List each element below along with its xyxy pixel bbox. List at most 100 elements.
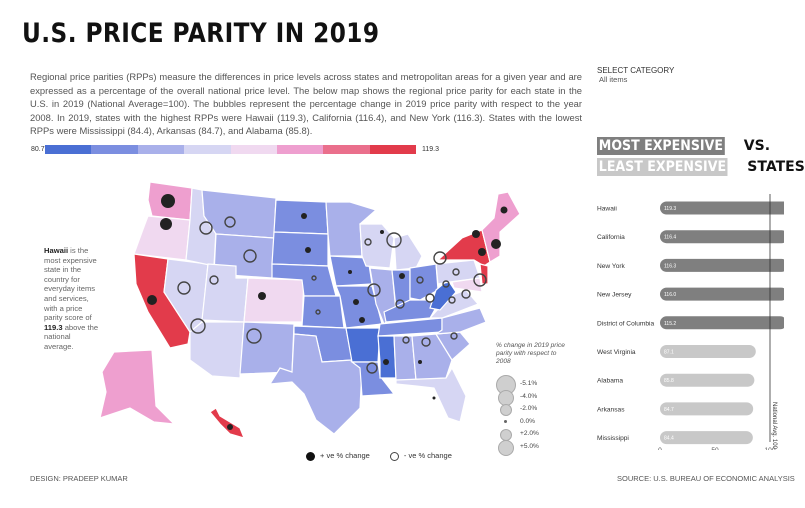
bubble-colorado xyxy=(258,292,266,300)
hawaii-callout-text-a: is the most expensive state in the count… xyxy=(44,246,97,323)
state-texas[interactable] xyxy=(268,333,363,435)
state-arkansas[interactable] xyxy=(345,327,381,363)
state-south-dakota[interactable] xyxy=(271,231,329,267)
state-ohio[interactable] xyxy=(409,263,439,301)
color-legend-swatch xyxy=(276,145,324,154)
bubble-kentucky xyxy=(425,293,435,303)
bubble-sc xyxy=(450,332,458,340)
bubble-georgia xyxy=(421,337,431,347)
color-legend-swatch xyxy=(230,145,277,154)
bubble-indiana xyxy=(395,299,405,309)
state-arizona[interactable] xyxy=(189,321,245,379)
bubble-washington xyxy=(161,194,175,208)
bubble-virginia xyxy=(448,296,456,304)
bubble-nevada xyxy=(177,281,191,295)
ranking-value-label: 85.8 xyxy=(664,378,674,384)
ranking-state-label: Mississippi xyxy=(597,435,629,442)
ranking-state-label: West Virginia xyxy=(597,349,636,356)
footer-source: SOURCE: U.S. BUREAU OF ECONOMIC ANALYSIS xyxy=(617,474,795,483)
intro-paragraph: Regional price parities (RPPs) measure t… xyxy=(30,71,582,137)
bubble-iowa xyxy=(348,270,352,274)
bubble-north-dakota xyxy=(301,213,307,219)
state-michigan[interactable] xyxy=(393,233,423,271)
color-legend-swatch xyxy=(45,145,92,154)
ranking-value-label: 84.7 xyxy=(664,407,674,413)
bubble-legend-item: 0.0% xyxy=(493,416,543,428)
us-map[interactable] xyxy=(90,172,560,437)
category-selector-value[interactable]: All items xyxy=(599,75,628,84)
state-oregon[interactable] xyxy=(133,215,191,261)
ranking-bar xyxy=(660,201,784,215)
bubble-michigan xyxy=(380,230,384,234)
bubble-louisiana xyxy=(366,362,378,374)
color-legend-min: 80.7 xyxy=(31,146,45,153)
ranking-state-label: District of Columbia xyxy=(597,320,654,327)
most-expensive-tag: MOST EXPENSIVE xyxy=(597,137,725,155)
bubble-new-england xyxy=(491,239,501,249)
state-new-mexico[interactable] xyxy=(239,321,295,375)
state-north-carolina[interactable] xyxy=(435,307,487,335)
state-colorado[interactable] xyxy=(243,277,305,323)
ranking-bar xyxy=(660,431,753,445)
state-wisconsin[interactable] xyxy=(359,223,395,269)
bubble-legend-item: +5.0% xyxy=(493,439,543,456)
axis-tick-label: 100 xyxy=(764,447,775,450)
hawaii-callout-score: 119.3 xyxy=(44,322,63,332)
bubble-illinois xyxy=(367,283,381,297)
bubble-mississippi xyxy=(383,359,389,365)
bubble-legend-label: 0.0% xyxy=(520,417,536,425)
color-legend-swatch xyxy=(184,145,231,154)
state-florida[interactable] xyxy=(395,366,467,423)
change-bubbles xyxy=(147,194,508,430)
ranking-bar xyxy=(660,345,756,358)
ranking-state-label: New Jersey xyxy=(597,292,632,299)
category-selector[interactable]: SELECT CATEGORY All items xyxy=(597,66,674,84)
bubble-minnesota xyxy=(386,232,402,248)
bubble-legend-label: +5.0% xyxy=(520,442,539,450)
state-alaska[interactable] xyxy=(99,349,176,425)
ranking-value-label: 116.0 xyxy=(664,292,676,298)
bubble-legend-title: % change in 2019 price parity with respe… xyxy=(496,342,565,365)
ranking-bar xyxy=(660,258,784,272)
state-missouri[interactable] xyxy=(335,285,383,329)
state-georgia[interactable] xyxy=(411,333,453,381)
ranking-value-label: 115.2 xyxy=(664,321,676,327)
ranking-state-label: Arkansas xyxy=(597,406,625,413)
ranking-heading-states: STATES xyxy=(742,159,805,175)
bubble-idaho xyxy=(199,221,213,235)
bubble-wisconsin xyxy=(364,238,372,246)
bubble-maryland xyxy=(461,289,471,299)
bubble-pa xyxy=(452,268,460,276)
national-average-label: National Avg. 100 xyxy=(771,402,777,450)
negative-dot-icon xyxy=(389,451,399,461)
state-north-dakota[interactable] xyxy=(273,199,329,235)
color-legend-max: 119.3 xyxy=(422,146,439,153)
bubble-legend-item: -2.0% xyxy=(493,403,543,416)
bubble-legend-label: -5.1% xyxy=(520,380,538,387)
state-hawaii[interactable] xyxy=(209,407,245,437)
ranking-bar xyxy=(660,230,784,244)
bubble-maine xyxy=(500,206,508,214)
dot-legend-negative: - ve % change xyxy=(403,451,452,460)
bubble-kansas xyxy=(311,275,317,281)
color-legend-swatch xyxy=(369,145,416,154)
ranking-bar xyxy=(660,373,755,387)
state-louisiana[interactable] xyxy=(350,361,396,397)
state-kansas[interactable] xyxy=(301,295,345,329)
hawaii-callout: Hawaii is the most expensive state in th… xyxy=(44,246,102,352)
ranking-heading-least: LEAST EXPENSIVE STATES xyxy=(597,158,805,176)
color-legend-swatch xyxy=(323,145,370,154)
state-new-england[interactable] xyxy=(481,191,521,263)
bubble-size-icon xyxy=(503,420,507,423)
ranking-value-label: 116.4 xyxy=(664,235,676,241)
bubble-west-virginia xyxy=(442,280,450,288)
bubble-size-icon xyxy=(498,439,514,456)
ranking-value-label: 119.3 xyxy=(664,206,676,212)
hawaii-callout-state: Hawaii xyxy=(44,246,69,255)
hawaii-callout-text-b: above the national average. xyxy=(44,322,99,351)
ranking-bar-chart: Hawaii 119.3 California 116.4 New York 116.3 N… xyxy=(597,194,784,450)
state-mississippi[interactable] xyxy=(377,335,397,379)
bubble-arizona xyxy=(190,318,206,334)
ranking-heading-vs: VS. xyxy=(738,138,771,154)
ranking-state-label: Alabama xyxy=(597,378,623,385)
